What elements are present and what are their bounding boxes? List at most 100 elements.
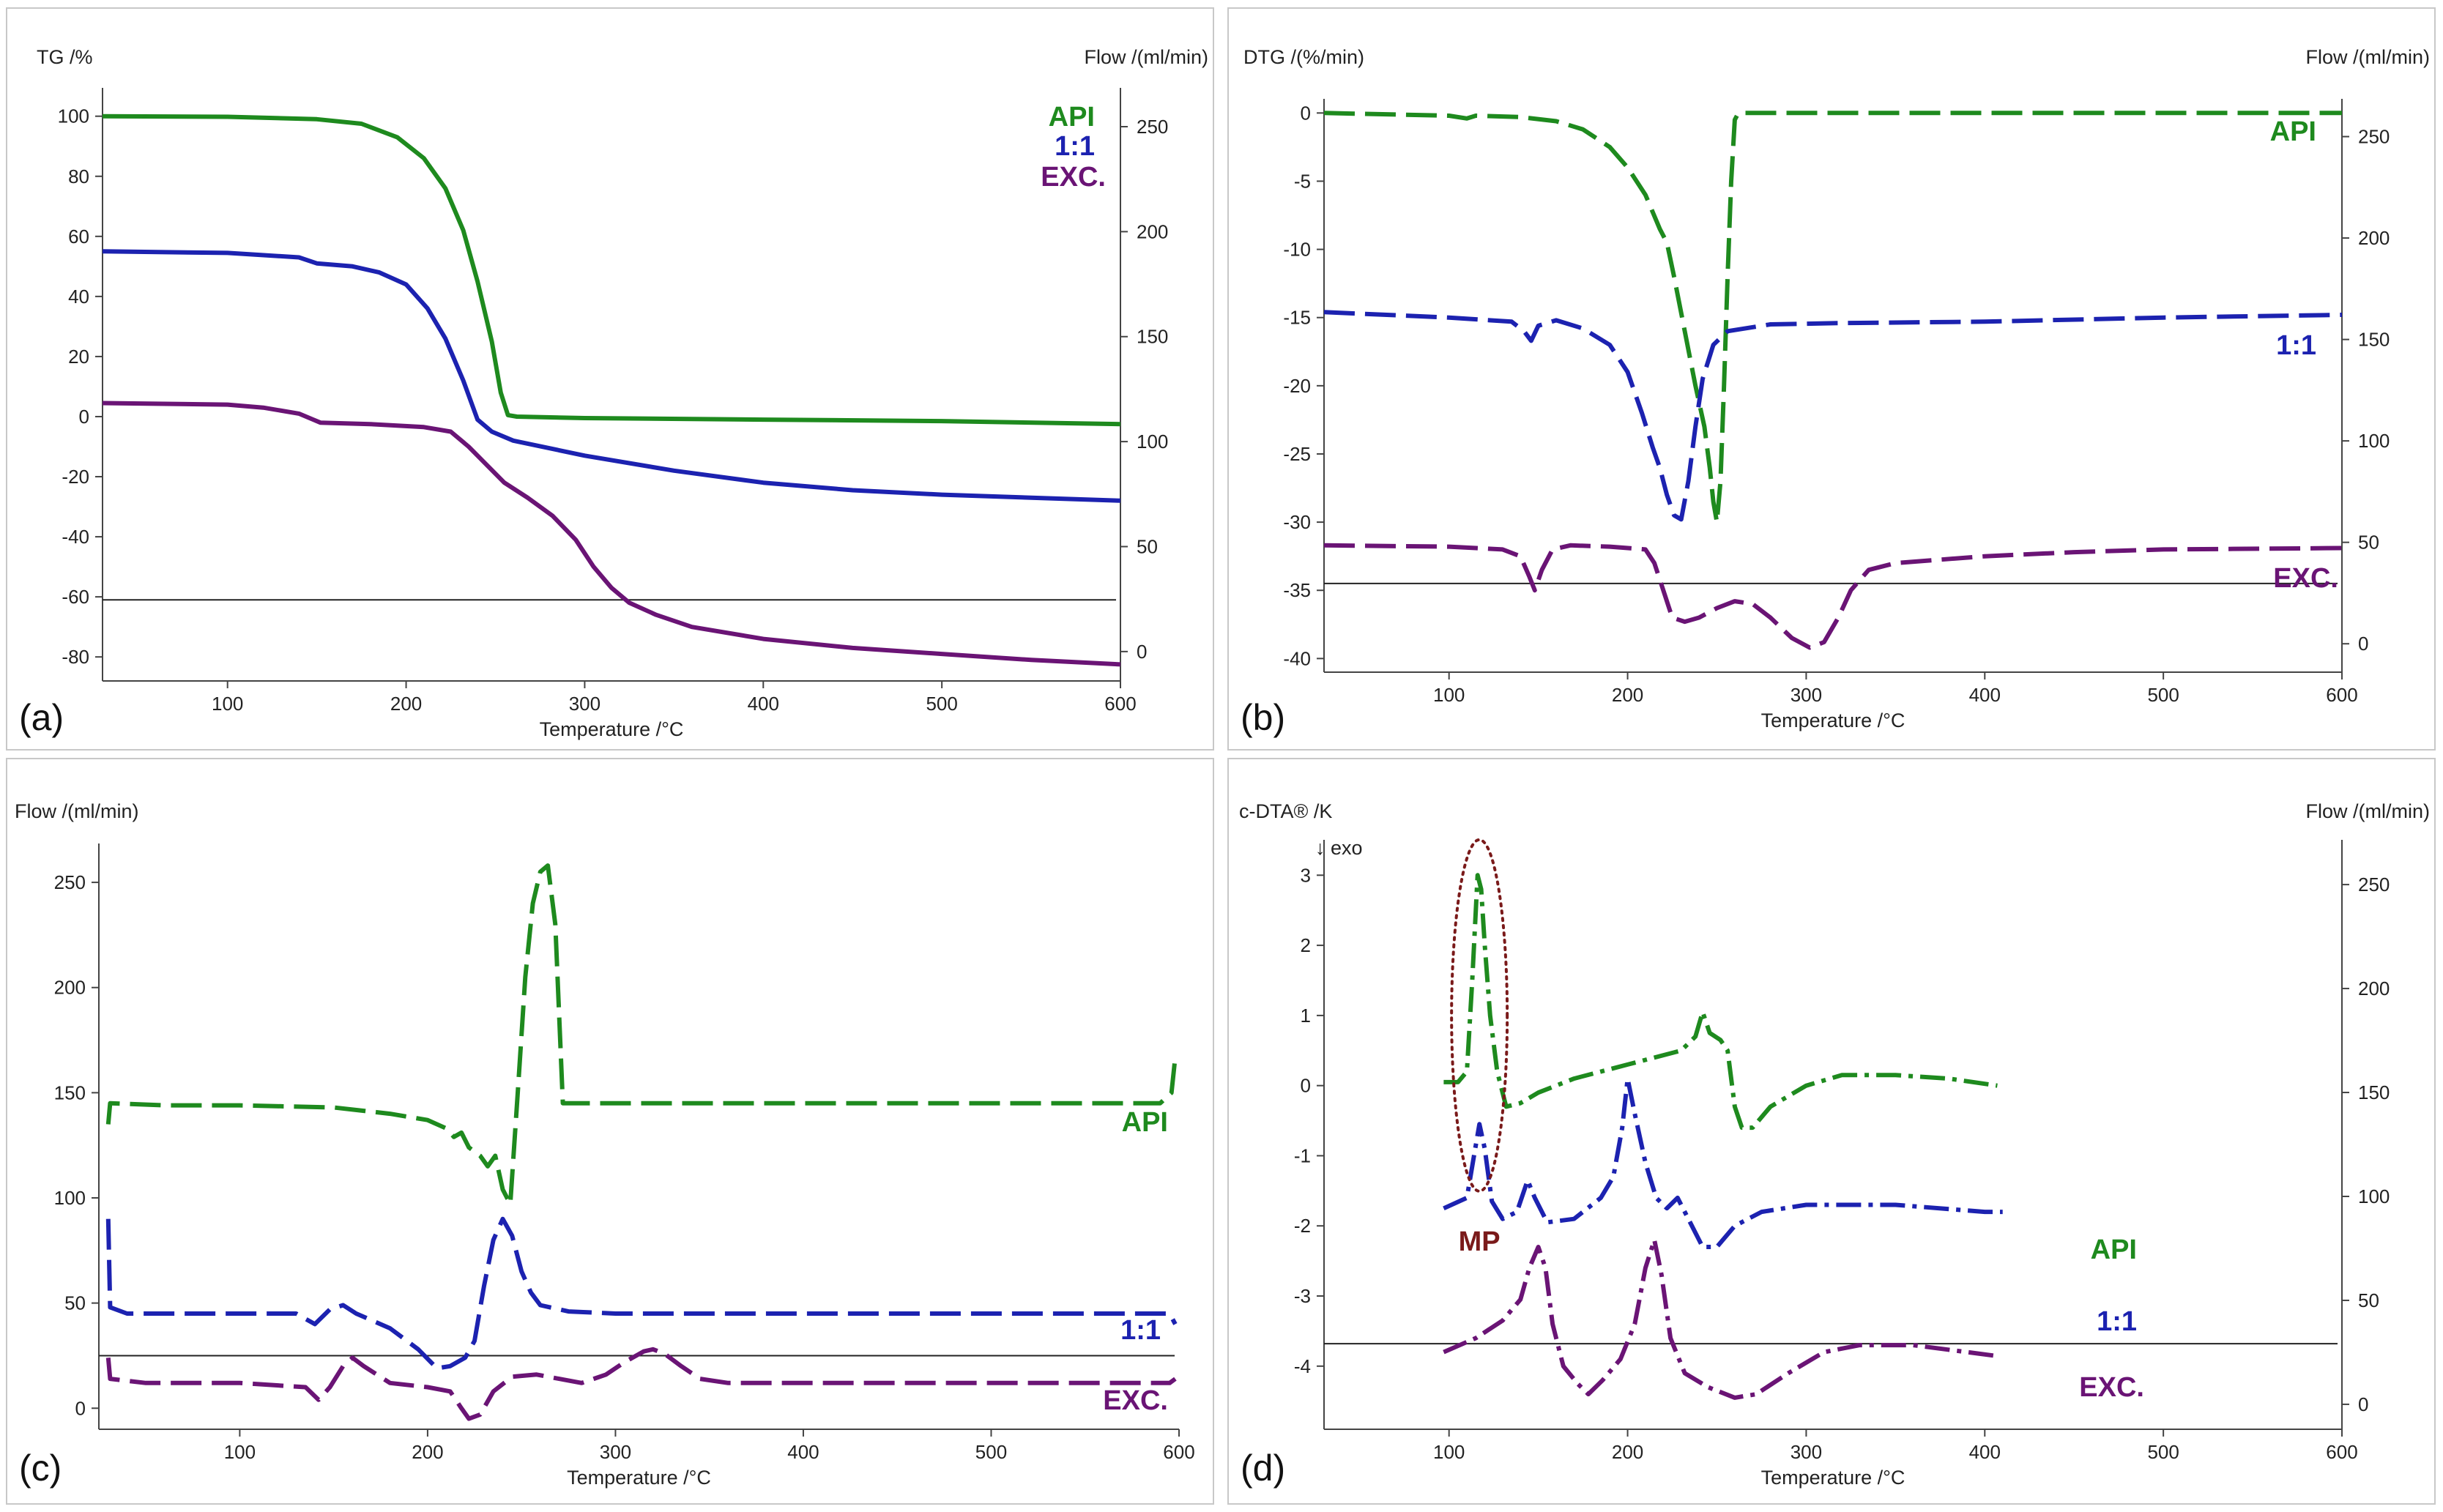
legend-label-api: API (2270, 116, 2316, 147)
y-tick-label: -15 (1283, 307, 1311, 329)
y-tick-label: 50 (64, 1292, 86, 1314)
x-tick-label: 100 (1433, 684, 1465, 706)
x-tick-label: 200 (1612, 1441, 1643, 1463)
series-line-api (1443, 873, 1998, 1131)
y2-tick-label: 50 (2358, 532, 2379, 554)
legend-label-1-1: 1:1 (2276, 330, 2316, 361)
x-tick-label: 500 (2147, 1441, 2179, 1463)
panel-d-cdta: 100 200 300 400 500 600 Temperature /°C 3 2 1 0 -1-… (1227, 758, 2436, 1505)
y2-tick-label: 50 (2358, 1289, 2379, 1311)
y-tick-label: -20 (1283, 375, 1311, 397)
y-tick-label: 40 (68, 286, 89, 308)
y-tick-label: 0 (75, 1397, 86, 1419)
legend-label-exc: EXC. (2273, 563, 2338, 594)
y-tick-label: -1 (1294, 1144, 1311, 1166)
y2-tick-label: 0 (2358, 633, 2368, 655)
series-line-1-1 (1443, 1076, 2003, 1249)
y-tick-label: 60 (68, 226, 89, 247)
series-line-api (102, 113, 1121, 427)
legend-label-exc: EXC. (1041, 162, 1106, 193)
panel-c-flow: 100 200 300 400 500 600 Temperature /°C 250 200 1… (6, 758, 1214, 1505)
x-tick-label: 600 (1163, 1441, 1194, 1463)
y-tick-label: -10 (1283, 239, 1311, 261)
y-tick-label: -30 (1283, 511, 1311, 533)
y-tick-label: -3 (1294, 1285, 1311, 1307)
panel-letter: (d) (1241, 1448, 1285, 1489)
y2-tick-label: 150 (2358, 329, 2390, 351)
y2-tick-label: 200 (2358, 977, 2390, 999)
legend-label-1-1: 1:1 (2097, 1306, 2137, 1337)
y2-axis-title: Flow /(ml/min) (1085, 46, 1209, 68)
series-line-exc (102, 401, 1121, 667)
y-tick-label: -20 (62, 466, 89, 488)
series-line-1-1 (102, 249, 1121, 503)
x-tick-label: 500 (975, 1441, 1007, 1463)
y2-axis-title: Flow /(ml/min) (2306, 800, 2431, 822)
x-tick-label: 200 (1612, 684, 1643, 706)
x-tick-label: 100 (212, 693, 243, 715)
y-tick-label: -25 (1283, 443, 1311, 465)
series-line-exc (1443, 1237, 1994, 1400)
legend-label-1-1: 1:1 (1055, 131, 1095, 162)
x-tick-label: 600 (2326, 684, 2357, 706)
y2-tick-label: 150 (2358, 1081, 2390, 1103)
y-axis-title: DTG /(%/min) (1243, 46, 1364, 68)
legend-label-exc: EXC. (1103, 1385, 1168, 1416)
x-tick-label: 500 (926, 693, 957, 715)
y-tick-label: 80 (68, 165, 89, 187)
x-tick-label: 300 (1791, 1441, 1822, 1463)
x-axis-title: Temperature /°C (540, 718, 684, 740)
x-tick-label: 600 (1104, 693, 1136, 715)
panel-letter: (a) (19, 697, 64, 738)
y-tick-label: 100 (54, 1187, 86, 1209)
y-axis-title: TG /% (37, 46, 93, 68)
y-axis-title: Flow /(ml/min) (15, 800, 139, 822)
series-line-1-1 (105, 1216, 1178, 1371)
series-line-api (1323, 111, 2342, 525)
y2-tick-label: 250 (2358, 874, 2390, 895)
mp-ellipse (1450, 838, 1509, 1193)
x-tick-label: 400 (748, 693, 779, 715)
panel-letter: (c) (19, 1448, 62, 1489)
y2-tick-label: 100 (2358, 1185, 2390, 1207)
panel-a-tg: 100 200 300 400 500 600 Temperature /°C 100 80 60… (6, 7, 1214, 751)
x-tick-label: 300 (1791, 684, 1822, 706)
y2-tick-label: 200 (1137, 220, 1168, 242)
y-tick-label: 0 (79, 406, 89, 428)
y-tick-label: 0 (1301, 1075, 1311, 1097)
series-line-exc (1323, 543, 2343, 650)
x-axis-title: Temperature /°C (567, 1467, 711, 1489)
y2-tick-label: 150 (1137, 326, 1168, 348)
panel-letter: (b) (1241, 697, 1285, 738)
x-tick-label: 300 (600, 1441, 631, 1463)
y-tick-label: 3 (1301, 864, 1311, 886)
x-tick-label: 400 (787, 1441, 819, 1463)
y2-tick-label: 0 (1137, 641, 1147, 663)
x-tick-label: 300 (569, 693, 600, 715)
y-tick-label: -4 (1294, 1355, 1311, 1377)
y2-tick-label: 50 (1137, 535, 1158, 557)
y-tick-label: 250 (54, 871, 86, 893)
y2-tick-label: 0 (2358, 1393, 2368, 1415)
y-tick-label: 0 (1301, 102, 1311, 124)
y2-tick-label: 200 (2358, 227, 2390, 249)
y-tick-label: 20 (68, 346, 89, 368)
y-tick-label: 2 (1301, 934, 1311, 956)
legend-label-api: API (1049, 102, 1095, 133)
y-tick-label: -40 (1283, 647, 1311, 669)
series-line-1-1 (1323, 310, 2343, 522)
x-tick-label: 400 (1969, 684, 2001, 706)
y2-tick-label: 100 (2358, 430, 2390, 452)
x-tick-label: 100 (224, 1441, 256, 1463)
y-tick-label: 100 (58, 105, 89, 127)
y2-axis-title: Flow /(ml/min) (2306, 46, 2431, 68)
x-tick-label: 200 (412, 1441, 443, 1463)
legend-label-api: API (2091, 1234, 2137, 1265)
y-tick-label: -35 (1283, 579, 1311, 601)
y-tick-label: -80 (62, 646, 89, 668)
y-tick-label: -2 (1294, 1215, 1311, 1237)
x-tick-label: 600 (2326, 1441, 2357, 1463)
